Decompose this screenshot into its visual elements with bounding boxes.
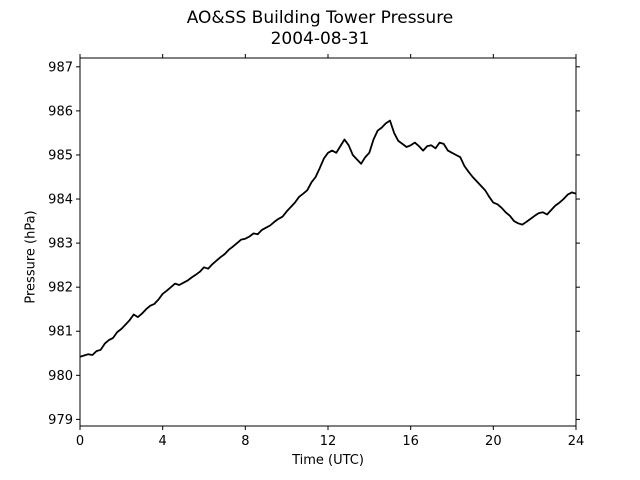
y-tick-label: 979	[48, 413, 73, 428]
y-tick-label: 981	[48, 325, 73, 340]
x-axis-label: Time (UTC)	[292, 453, 364, 468]
chart-title: AO&SS Building Tower Pressure	[186, 8, 454, 28]
x-tick-label: 24	[568, 434, 585, 449]
y-tick-label: 983	[48, 237, 73, 252]
ticks-layer: 0 4 8 12 16 20 24 979 980 981 982 983 984 985 986 987	[48, 54, 584, 449]
x-tick-label: 0	[76, 434, 84, 449]
y-tick-label: 987	[48, 60, 73, 75]
y-axis-label: Pressure (hPa)	[23, 210, 39, 304]
x-tick-label: 20	[485, 434, 502, 449]
x-tick-label: 12	[320, 434, 337, 449]
x-tick-label: 8	[241, 434, 249, 449]
y-tick-label: 984	[48, 193, 73, 208]
plot-frame	[79, 57, 577, 427]
y-tick-label: 986	[48, 104, 73, 119]
x-tick-label: 4	[159, 434, 167, 449]
chart-subtitle: 2004-08-31	[270, 29, 370, 49]
pressure-series-line	[79, 119, 577, 358]
y-tick-label: 985	[48, 148, 73, 163]
x-tick-label: 16	[402, 434, 419, 449]
y-tick-label: 982	[48, 281, 73, 296]
series-layer	[79, 119, 577, 358]
y-tick-label: 980	[48, 369, 73, 384]
